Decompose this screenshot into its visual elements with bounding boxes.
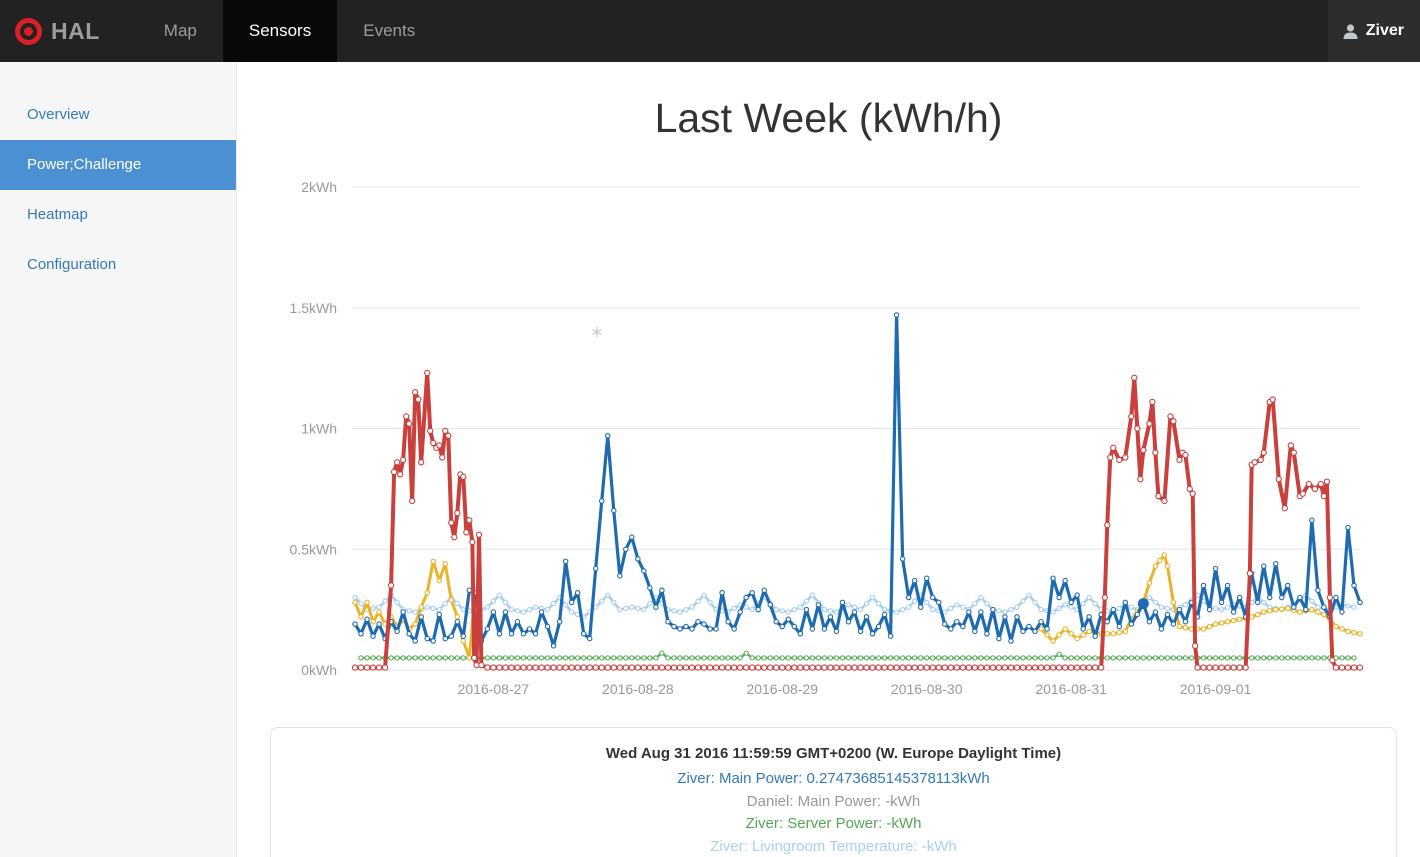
tooltip-line-main-power: Ziver: Main Power: 0.27473685145378113kW… — [677, 770, 990, 787]
user-name: Ziver — [1365, 22, 1404, 39]
svg-text:0.5kWh: 0.5kWh — [290, 541, 337, 557]
svg-text:2016-08-31: 2016-08-31 — [1035, 681, 1107, 697]
chart-tooltip-card: Wed Aug 31 2016 11:59:59 GMT+0200 (W. Eu… — [270, 727, 1397, 857]
top-navbar: HAL Map Sensors Events Ziver — [0, 0, 1420, 62]
svg-text:2016-08-28: 2016-08-28 — [602, 681, 674, 697]
hal-logo-icon — [15, 17, 42, 45]
svg-text:2016-08-27: 2016-08-27 — [458, 681, 530, 697]
svg-text:2kWh: 2kWh — [301, 179, 337, 195]
brand-name: HAL — [51, 17, 100, 44]
nav-tab-map[interactable]: Map — [163, 21, 197, 40]
tooltip-line-daniel-main-power: Daniel: Main Power: -kWh — [746, 792, 921, 810]
svg-text:1kWh: 1kWh — [301, 421, 337, 437]
main-content: Last Week (kWh/h) 2kWh 1.5kWh 1kWh 0.5kWh 0k… — [237, 62, 1420, 857]
sidebar-item-overview[interactable]: Overview — [27, 106, 90, 123]
sidebar: Overview Power;Challenge Heatmap Configu… — [0, 62, 237, 857]
nav-tab-sensors[interactable]: Sensors — [222, 0, 338, 62]
sidebar-item-configuration[interactable]: Configuration — [27, 256, 117, 273]
power-chart[interactable]: 2kWh 1.5kWh 1kWh 0.5kWh 0kWh 2016-08-27 2016-0… — [237, 62, 1420, 727]
user-icon — [1343, 23, 1358, 39]
tooltip-line-livingroom-temperature: Ziver: Livingroom Temperature: -kWh — [710, 837, 957, 855]
svg-text:2016-08-29: 2016-08-29 — [746, 681, 818, 697]
nav-tab-events[interactable]: Events — [363, 21, 416, 40]
nav-tabs: Map Sensors Events — [138, 0, 441, 62]
tooltip-timestamp: Wed Aug 31 2016 11:59:59 GMT+0200 (W. Eu… — [605, 745, 1062, 762]
svg-text:1.5kWh: 1.5kWh — [290, 300, 337, 316]
tooltip-line-server-power: Ziver: Server Power: -kWh — [745, 815, 922, 832]
brand[interactable]: HAL — [0, 0, 120, 62]
svg-text:2016-08-30: 2016-08-30 — [891, 681, 963, 697]
chart-title: Last Week (kWh/h) — [654, 95, 1003, 141]
sidebar-item-power-challenge[interactable]: Power;Challenge — [0, 140, 236, 190]
svg-text:0kWh: 0kWh — [301, 662, 337, 678]
svg-text:2016-09-01: 2016-09-01 — [1180, 681, 1252, 697]
user-menu[interactable]: Ziver — [1327, 0, 1420, 62]
sidebar-item-heatmap[interactable]: Heatmap — [27, 206, 88, 223]
